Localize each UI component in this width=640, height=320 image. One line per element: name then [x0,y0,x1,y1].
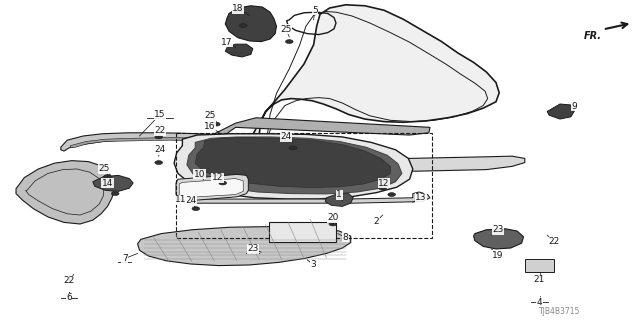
Text: 7: 7 [122,254,127,263]
Polygon shape [187,137,402,194]
Polygon shape [195,138,390,188]
Text: 6: 6 [67,293,72,302]
Polygon shape [179,179,243,198]
Text: TJB4B3715: TJB4B3715 [540,308,580,316]
Text: 12: 12 [378,179,390,188]
Circle shape [289,146,297,150]
Circle shape [379,186,387,190]
Circle shape [212,122,220,126]
Text: 24: 24 [280,132,292,141]
Text: 11: 11 [175,196,186,204]
Text: 3: 3 [311,260,316,269]
Text: 25: 25 [280,25,292,34]
Text: 24: 24 [185,196,196,205]
Text: 22: 22 [548,237,559,246]
Polygon shape [178,192,430,203]
Polygon shape [93,175,133,191]
Polygon shape [16,161,114,224]
Text: 17: 17 [221,38,233,47]
Circle shape [239,24,247,28]
Text: 15: 15 [154,110,166,119]
Text: 20: 20 [327,213,339,222]
Polygon shape [250,5,499,171]
Polygon shape [138,227,351,266]
Text: 25: 25 [204,111,216,120]
Circle shape [155,161,163,164]
FancyBboxPatch shape [525,259,554,272]
Text: 25: 25 [98,164,109,173]
Text: 14: 14 [102,179,113,188]
Text: 23: 23 [247,244,259,253]
Polygon shape [174,134,413,199]
Text: 5: 5 [312,6,317,15]
Polygon shape [61,133,230,151]
Polygon shape [176,174,248,201]
Text: 16: 16 [204,122,216,131]
Text: 2: 2 [374,217,379,226]
Text: 21: 21 [534,276,545,284]
Text: 23: 23 [492,225,504,234]
Circle shape [388,193,396,196]
Circle shape [111,192,119,196]
Text: FR.: FR. [584,31,602,41]
Text: 8: 8 [343,233,348,242]
Polygon shape [256,154,525,171]
Polygon shape [325,194,353,206]
Circle shape [104,175,111,179]
Text: 12: 12 [212,173,223,182]
Circle shape [285,40,293,44]
Text: 10: 10 [194,170,205,179]
Circle shape [219,181,227,185]
Circle shape [329,222,337,226]
Text: 9: 9 [572,102,577,111]
Polygon shape [547,104,575,119]
Text: 4: 4 [537,298,542,307]
Text: 22: 22 [63,276,75,285]
Polygon shape [70,138,218,148]
FancyBboxPatch shape [269,222,336,242]
Circle shape [155,135,163,139]
Text: 18: 18 [232,4,244,13]
Text: 13: 13 [415,193,427,202]
Text: 24: 24 [154,145,166,154]
Polygon shape [225,6,276,42]
Polygon shape [214,118,430,139]
Circle shape [192,207,200,211]
Text: 22: 22 [154,126,166,135]
Text: 19: 19 [492,251,504,260]
Text: 1: 1 [337,190,342,199]
Polygon shape [225,44,253,57]
Polygon shape [474,229,524,249]
